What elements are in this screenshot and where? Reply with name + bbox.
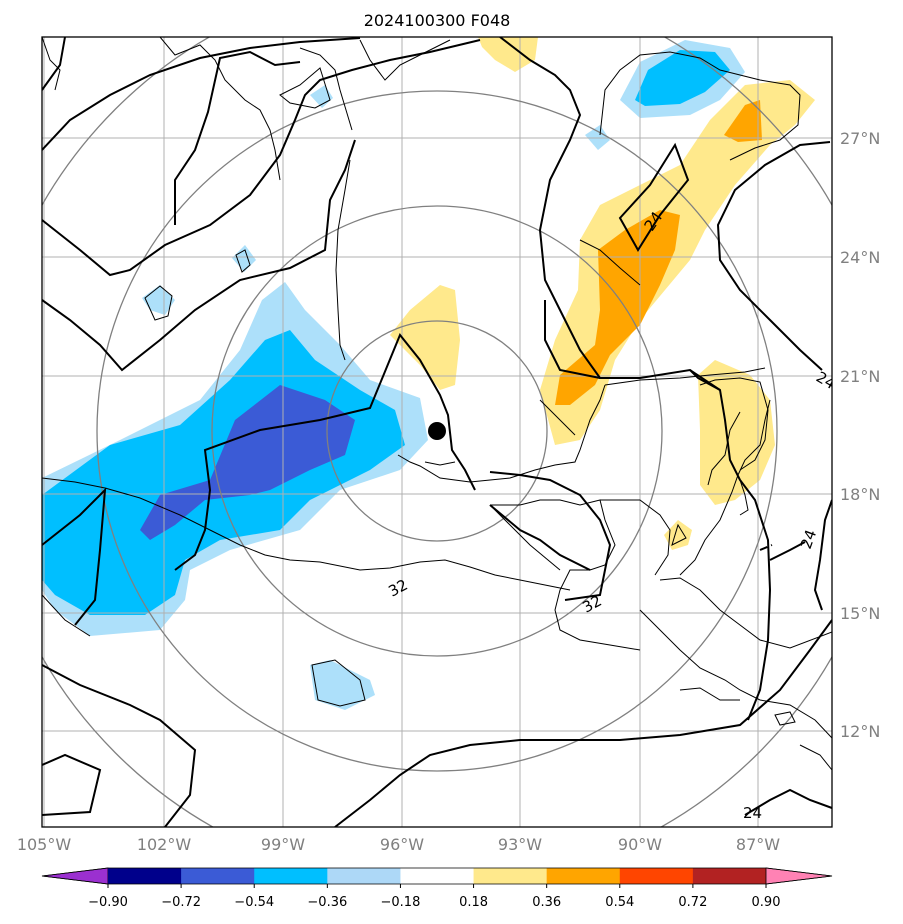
colorbar: −0.90 −0.72 −0.54 −0.36 −0.18 0.18 0.36 0.54 0.7… bbox=[41, 867, 833, 910]
colorbar-segment bbox=[254, 868, 328, 884]
contour-label-24-south: 24 bbox=[743, 804, 762, 822]
lat-tick-label: 12°N bbox=[840, 722, 880, 741]
height-contours bbox=[42, 37, 832, 827]
lon-tick-label: 96°W bbox=[380, 835, 424, 854]
lat-tick-label: 24°N bbox=[840, 248, 880, 267]
map-area: 32 32 24 24 24 24 bbox=[42, 37, 832, 827]
range-rings bbox=[42, 37, 832, 827]
colorbar-segment bbox=[619, 868, 694, 884]
coastlines bbox=[42, 37, 832, 771]
colorbar-segment bbox=[546, 868, 621, 884]
lon-tick-label: 93°W bbox=[498, 835, 542, 854]
colorbar-tick-label: 0.90 bbox=[752, 895, 781, 910]
positive-anomaly-fill bbox=[390, 37, 815, 550]
colorbar-tick-label: 0.36 bbox=[532, 895, 561, 910]
colorbar-segment bbox=[400, 868, 475, 884]
colorbar-tick-label: 0.18 bbox=[459, 895, 488, 910]
colorbar-tick-label: 0.54 bbox=[605, 895, 634, 910]
colorbar-extend-low bbox=[41, 867, 109, 885]
lat-tick-label: 21°N bbox=[840, 367, 880, 386]
colorbar-segment bbox=[473, 868, 548, 884]
colorbar-tick-label: −0.72 bbox=[161, 895, 201, 910]
lon-tick-label: 102°W bbox=[137, 835, 192, 854]
lon-gridlines bbox=[43, 37, 759, 827]
lat-tick-label: 27°N bbox=[840, 129, 880, 148]
colorbar-segment bbox=[692, 868, 767, 884]
lat-tick-labels: 27°N 24°N 21°N 18°N 15°N 12°N bbox=[840, 129, 880, 741]
lat-tick-label: 15°N bbox=[840, 604, 880, 623]
lon-tick-label: 90°W bbox=[618, 835, 662, 854]
colorbar-tick-label: −0.18 bbox=[381, 895, 421, 910]
lat-tick-label: 18°N bbox=[840, 485, 880, 504]
colorbar-segment bbox=[327, 868, 401, 884]
colorbar-segment bbox=[108, 868, 182, 884]
lon-tick-label: 87°W bbox=[736, 835, 780, 854]
colorbar-tick-label: −0.54 bbox=[234, 895, 274, 910]
contour-label-24-southeast: 24 bbox=[797, 527, 820, 551]
lon-tick-labels: 105°W 102°W 99°W 96°W 93°W 90°W 87°W bbox=[17, 835, 780, 854]
map-title: 2024100300 F048 bbox=[364, 11, 511, 30]
colorbar-segment bbox=[181, 868, 255, 884]
storm-center-marker bbox=[428, 422, 446, 440]
colorbar-tick-label: 0.72 bbox=[678, 895, 707, 910]
colorbar-extend-high bbox=[765, 867, 833, 885]
map-frame bbox=[41, 36, 833, 828]
colorbar-tick-label: −0.36 bbox=[307, 895, 347, 910]
colorbar-tick-label: −0.90 bbox=[88, 895, 128, 910]
lon-tick-label: 105°W bbox=[17, 835, 72, 854]
lon-tick-label: 99°W bbox=[261, 835, 305, 854]
